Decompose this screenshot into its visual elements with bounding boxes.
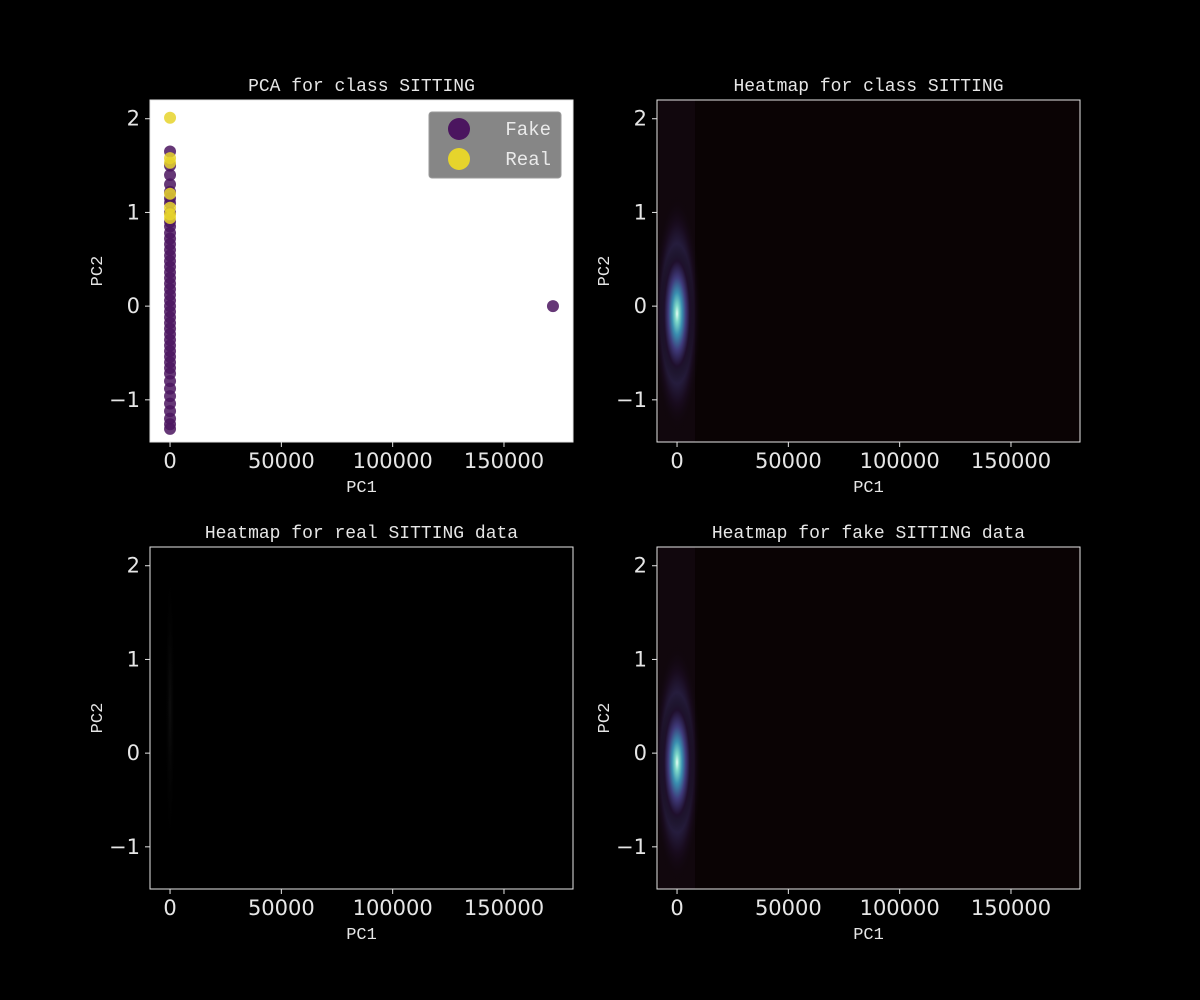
axes-frame — [149, 546, 574, 890]
chart-title: Heatmap for class SITTING — [733, 77, 1003, 97]
x-axis-label: PC1 — [853, 926, 884, 945]
legend: Fake Real — [428, 111, 562, 179]
density-peak — [165, 557, 176, 859]
y-tick-label: 0 — [127, 741, 140, 765]
axes-frame — [656, 546, 1081, 890]
chart-title: PCA for class SITTING — [248, 77, 475, 97]
point-real-3 — [164, 187, 177, 200]
x-axis-label: PC1 — [346, 479, 377, 498]
density-peak — [660, 692, 695, 833]
y-axis-label: PC2 — [89, 256, 108, 287]
x-tick-label: 0 — [163, 449, 176, 473]
y-tick-label: −1 — [109, 388, 140, 412]
x-tick-label: 150000 — [464, 896, 544, 920]
legend-label-real: Real — [505, 149, 551, 171]
y-tick-label: −1 — [109, 835, 140, 859]
plot-area — [657, 547, 1080, 889]
panel-4: 0 50000 100000 150000 −1 0 1 2 Heatmap for fake … — [596, 524, 1081, 945]
y-tick-label: 1 — [127, 647, 140, 671]
point-real-6 — [164, 212, 177, 225]
y-tick-label: 1 — [634, 200, 647, 224]
point-real-2 — [164, 156, 177, 169]
y-tick-label: 1 — [634, 647, 647, 671]
x-tick-label: 100000 — [860, 449, 940, 473]
y-axis-label: PC2 — [596, 256, 615, 287]
y-tick-label: 2 — [127, 554, 140, 578]
x-tick-label: 50000 — [248, 449, 315, 473]
point-real-0 — [164, 111, 177, 124]
axes-frame — [149, 99, 574, 443]
plot-area — [150, 547, 573, 889]
x-tick-label: 0 — [163, 896, 176, 920]
y-tick-label: 2 — [127, 107, 140, 131]
y-tick-label: 0 — [127, 294, 140, 318]
point-fake-44 — [546, 300, 559, 313]
y-axis-label: PC2 — [596, 703, 615, 734]
y-tick-label: 2 — [634, 554, 647, 578]
x-tick-label: 100000 — [353, 896, 433, 920]
density-peak — [660, 243, 695, 384]
y-tick-label: −1 — [616, 835, 647, 859]
legend-marker-real — [448, 148, 470, 170]
x-axis-label: PC1 — [346, 926, 377, 945]
panel-1: 0 50000 100000 150000 −1 0 1 2 PCA for class SIT… — [89, 77, 574, 498]
y-axis-label: PC2 — [89, 703, 108, 734]
x-tick-label: 100000 — [860, 896, 940, 920]
x-tick-label: 0 — [670, 896, 683, 920]
legend-marker-fake — [448, 118, 470, 140]
axes-frame — [656, 99, 1081, 443]
y-tick-label: 1 — [127, 200, 140, 224]
x-tick-label: 150000 — [971, 896, 1051, 920]
plot-area — [657, 100, 1080, 442]
x-axis-label: PC1 — [853, 479, 884, 498]
panel-2: 0 50000 100000 150000 −1 0 1 2 Heatmap for class… — [596, 77, 1081, 498]
y-tick-label: 0 — [634, 294, 647, 318]
x-tick-label: 150000 — [464, 449, 544, 473]
x-tick-label: 100000 — [353, 449, 433, 473]
panel-3: 0 50000 100000 150000 −1 0 1 2 Heatmap for real … — [89, 524, 574, 945]
x-tick-label: 150000 — [971, 449, 1051, 473]
point-fake-43 — [164, 422, 177, 435]
y-tick-label: −1 — [616, 388, 647, 412]
y-tick-label: 2 — [634, 107, 647, 131]
chart-title: Heatmap for real SITTING data — [205, 524, 518, 544]
y-tick-label: 0 — [634, 741, 647, 765]
x-tick-label: 50000 — [248, 896, 315, 920]
x-tick-label: 50000 — [755, 449, 822, 473]
x-tick-label: 50000 — [755, 896, 822, 920]
legend-label-fake: Fake — [505, 119, 551, 141]
x-tick-label: 0 — [670, 449, 683, 473]
point-fake-2 — [164, 168, 177, 181]
chart-title: Heatmap for fake SITTING data — [712, 524, 1025, 544]
